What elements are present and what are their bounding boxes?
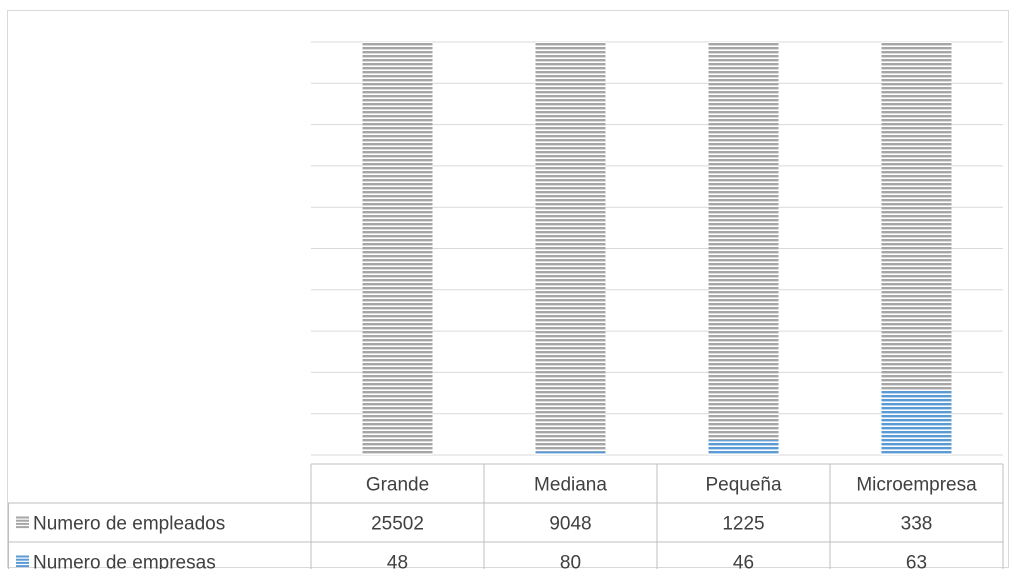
legend-key-empresas — [16, 555, 29, 568]
legend-key-stripe — [16, 555, 29, 558]
legend-key-stripe — [16, 516, 29, 519]
data-label-empresas-microempresa: 63 — [906, 553, 927, 570]
legend-key-stripe — [16, 522, 29, 525]
bar-empleados-mediana[interactable] — [535, 42, 606, 452]
category-label-grande: Grande — [366, 475, 429, 496]
data-label-empresas-mediana: 80 — [560, 553, 581, 570]
data-label-empleados-mediana: 9048 — [549, 514, 591, 535]
legend-key-stripe — [16, 558, 29, 561]
stacked-bar-chart: Grande Mediana Pequeña Microempresa Numero d… — [8, 41, 1004, 570]
bar-empresas-microempresa[interactable] — [881, 390, 952, 455]
data-label-empresas-pequeña: 46 — [733, 553, 754, 570]
legend-key-stripe — [16, 519, 29, 522]
legend-key-empleados — [16, 516, 29, 529]
bars — [362, 42, 952, 455]
bar-empleados-microempresa[interactable] — [881, 42, 952, 391]
series-label-empleados: Numero de empleados — [33, 514, 225, 535]
legend-key-stripe — [16, 526, 29, 529]
category-label-microempresa: Microempresa — [856, 475, 977, 496]
bar-empresas-grande[interactable] — [362, 454, 433, 455]
category-label-pequeña: Pequeña — [705, 475, 782, 496]
data-label-empleados-grande: 25502 — [371, 514, 424, 535]
series-label-empresas: Numero de empresas — [33, 553, 216, 570]
bar-empleados-pequeña[interactable] — [708, 42, 779, 441]
bar-empresas-pequeña[interactable] — [708, 440, 779, 455]
data-label-empresas-grande: 48 — [387, 553, 408, 570]
chart-frame: Grande Mediana Pequeña Microempresa Numero d… — [7, 10, 1009, 570]
data-label-empleados-pequeña: 1225 — [722, 514, 764, 535]
legend-key-stripe — [16, 565, 29, 568]
bar-empresas-mediana[interactable] — [535, 451, 606, 455]
data-label-empleados-microempresa: 338 — [901, 514, 933, 535]
bar-empleados-grande[interactable] — [362, 42, 433, 455]
category-label-mediana: Mediana — [534, 475, 607, 496]
legend-key-stripe — [16, 561, 29, 564]
data-table: Grande Mediana Pequeña Microempresa Numero d… — [8, 463, 1004, 570]
